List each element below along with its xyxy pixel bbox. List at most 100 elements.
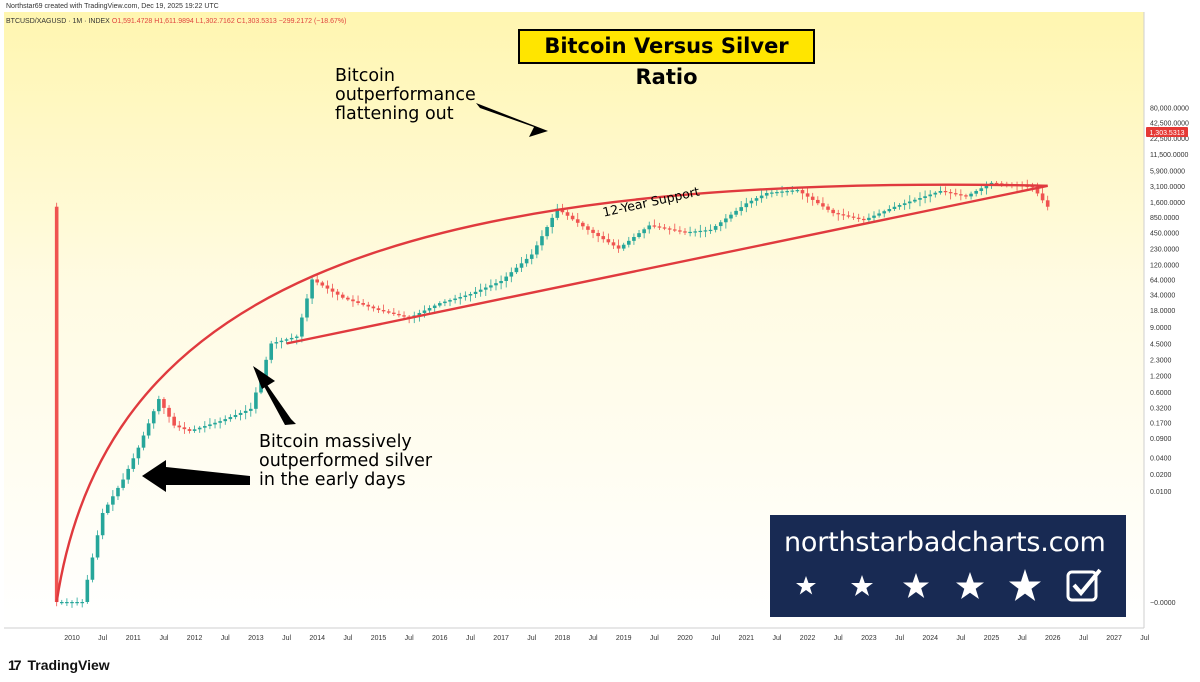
candle-body: [688, 231, 692, 234]
candle-body: [795, 190, 800, 192]
time-tick-label: Jul: [221, 635, 230, 642]
price-tick-label: 230.0000: [1150, 247, 1179, 254]
price-tick-label: 450.0000: [1150, 230, 1179, 237]
candle-body: [647, 225, 652, 230]
price-tick-label: 0.0200: [1150, 472, 1172, 479]
price-axis: 80,000.0000 42,500.0000 22,500.0000 11,500.…: [1150, 105, 1189, 607]
candle-body: [816, 199, 820, 204]
candle-body: [499, 280, 503, 284]
time-axis: 2010 Jul 2011 Jul 2012 Jul 2013 Jul 2014 Jul 2015 J…: [64, 635, 1149, 642]
time-tick-label: Jul: [159, 635, 168, 642]
time-tick-label: Jul: [343, 635, 352, 642]
candle-body: [913, 199, 917, 202]
candle-body: [923, 196, 927, 199]
candle-body: [483, 287, 488, 290]
time-tick-label: 2027: [1106, 635, 1122, 642]
candle-body: [693, 231, 698, 233]
candle-body: [111, 496, 115, 505]
candle-body: [724, 218, 728, 223]
ohlc-close: C1,303.5313: [236, 18, 277, 25]
candle-body: [591, 229, 595, 233]
candle-body: [489, 285, 493, 288]
candle-body: [330, 288, 335, 292]
time-tick-label: Jul: [895, 635, 904, 642]
candle-body: [340, 294, 345, 298]
candle-body: [351, 299, 355, 302]
candle-body: [177, 425, 182, 428]
candle-body: [657, 226, 662, 228]
price-tick-label: 34.0000: [1150, 293, 1175, 300]
candle-body: [994, 182, 999, 185]
candle-body: [519, 263, 524, 268]
price-tick-label: 11,500.0000: [1150, 152, 1189, 159]
candle-body: [948, 192, 953, 194]
candle-body: [775, 192, 779, 194]
price-tick-label: 0.0900: [1150, 436, 1172, 443]
candle-body: [151, 411, 156, 424]
ohlc-low: L1,302.7162: [195, 18, 235, 25]
candle-body: [749, 200, 754, 204]
price-tick-label: 0.6000: [1150, 390, 1172, 397]
candle-body: [851, 216, 856, 218]
candle-body: [902, 203, 907, 206]
time-tick-label: Jul: [1018, 635, 1027, 642]
time-tick-label: Jul: [466, 635, 475, 642]
candle-body: [892, 206, 897, 209]
candle-body: [105, 504, 110, 513]
candle-body: [678, 230, 682, 232]
candle-body: [887, 208, 892, 212]
candle-body: [959, 194, 963, 196]
candle-body: [703, 230, 708, 232]
candle-body: [933, 192, 938, 195]
candle-body: [509, 272, 514, 277]
candle-body: [305, 298, 309, 318]
candle-body: [95, 535, 100, 558]
price-tick-label: 80,000.0000: [1150, 105, 1189, 112]
candle-body: [529, 254, 534, 259]
candle-body: [468, 293, 473, 296]
support-line: [286, 184, 1048, 345]
time-tick-label: 2022: [800, 635, 816, 642]
candle-body: [734, 210, 738, 215]
candle-body: [75, 602, 79, 604]
candle-body: [213, 422, 217, 425]
candle-body: [805, 193, 810, 197]
candle-body: [269, 343, 274, 360]
candle-body: [1045, 200, 1050, 207]
time-tick-label: 2024: [922, 635, 938, 642]
candle-body: [325, 285, 330, 289]
candle-body: [586, 226, 590, 230]
candle-body: [223, 419, 228, 422]
candle-body: [157, 399, 161, 412]
candle-body: [167, 407, 171, 417]
price-tick-label: 1.2000: [1150, 373, 1172, 380]
time-tick-label: Jul: [1079, 635, 1088, 642]
candle-body: [218, 421, 222, 423]
candle-body: [514, 267, 519, 273]
candle-body: [284, 339, 289, 341]
price-tick-label: 0.1700: [1150, 421, 1172, 428]
candle-body: [264, 359, 268, 377]
candle-body: [80, 602, 85, 604]
arrow-top: [476, 103, 548, 137]
candle-body: [197, 427, 202, 430]
candle-body: [279, 340, 284, 343]
candle-body: [780, 191, 784, 193]
candle-body: [964, 195, 968, 197]
candle-body: [764, 193, 769, 196]
ohlc-open: O1,591.4728: [111, 18, 153, 25]
candle-body: [443, 301, 447, 304]
candle-body: [662, 227, 667, 229]
candle-body: [744, 203, 749, 208]
candle-body: [172, 416, 176, 426]
candle-body: [463, 295, 468, 298]
ohlc-line: BTCUSD/XAGUSD · 1M · INDEX O1,591.4728 H…: [6, 18, 346, 25]
time-tick-label: Jul: [711, 635, 720, 642]
candle-body: [637, 233, 641, 238]
candle-body: [346, 297, 350, 300]
star-icon: [1009, 569, 1041, 601]
candle-body: [182, 427, 187, 430]
candle-body: [294, 336, 299, 338]
last-price-badge: 1,303.5313: [1146, 127, 1188, 137]
candle-body: [836, 213, 841, 215]
